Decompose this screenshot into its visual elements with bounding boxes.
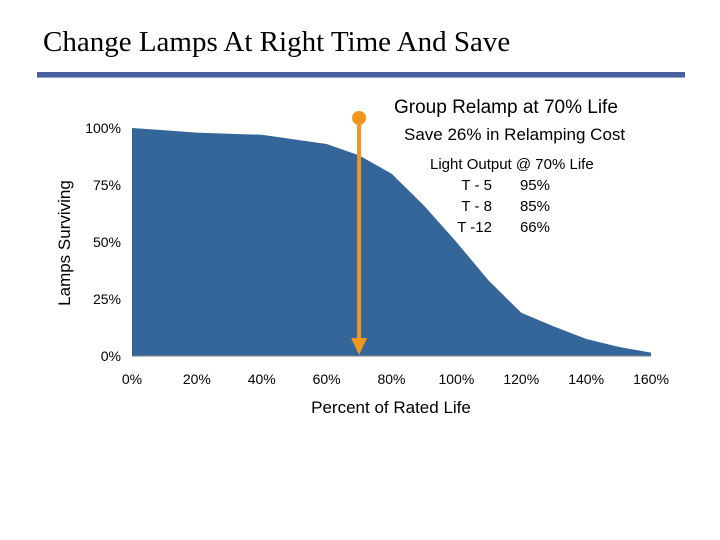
light-output-table: Light Output @ 70% Life T - 5 95% T - 8 … [430,156,594,238]
relamp-marker-arrowhead [351,338,368,355]
y-axis-label: Lamps Surviving [55,180,74,306]
survival-area [132,128,651,356]
x-tick-label: 160% [633,371,669,387]
x-tick-label: 60% [313,371,341,387]
lamp-type: T - 8 [461,198,492,215]
lamp-output-value: 85% [519,198,550,215]
savings-text: Save 26% in Relamping Cost [404,125,626,144]
slide-title: Change Lamps At Right Time And Save [43,26,511,58]
x-tick-label: 80% [377,371,405,387]
relamp-marker [351,111,368,355]
light-output-row: T - 5 95% [430,175,594,196]
x-axis-label: Percent of Rated Life [311,398,471,417]
light-output-row: T - 8 85% [430,196,594,217]
light-output-header: Light Output @ 70% Life [430,156,594,173]
x-tick-label: 0% [122,371,142,387]
y-tick-label: 100% [85,120,121,136]
lamp-type: T -12 [457,219,492,236]
y-tick-label: 75% [93,177,121,193]
x-tick-label: 100% [438,371,474,387]
y-tick-label: 0% [101,348,121,364]
light-output-row: T -12 66% [430,217,594,238]
x-tick-label: 140% [568,371,604,387]
y-tick-label: 50% [93,234,121,250]
title-underline [37,72,685,78]
x-tick-label: 20% [183,371,211,387]
lamp-type: T - 5 [461,177,492,194]
relamp-headline: Group Relamp at 70% Life [394,97,618,118]
x-tick-label: 120% [503,371,539,387]
y-tick-label: 25% [93,291,121,307]
relamp-marker-dot [352,111,367,125]
lamp-output-value: 66% [519,219,550,236]
lamp-output-value: 95% [519,177,550,194]
x-tick-label: 40% [248,371,276,387]
